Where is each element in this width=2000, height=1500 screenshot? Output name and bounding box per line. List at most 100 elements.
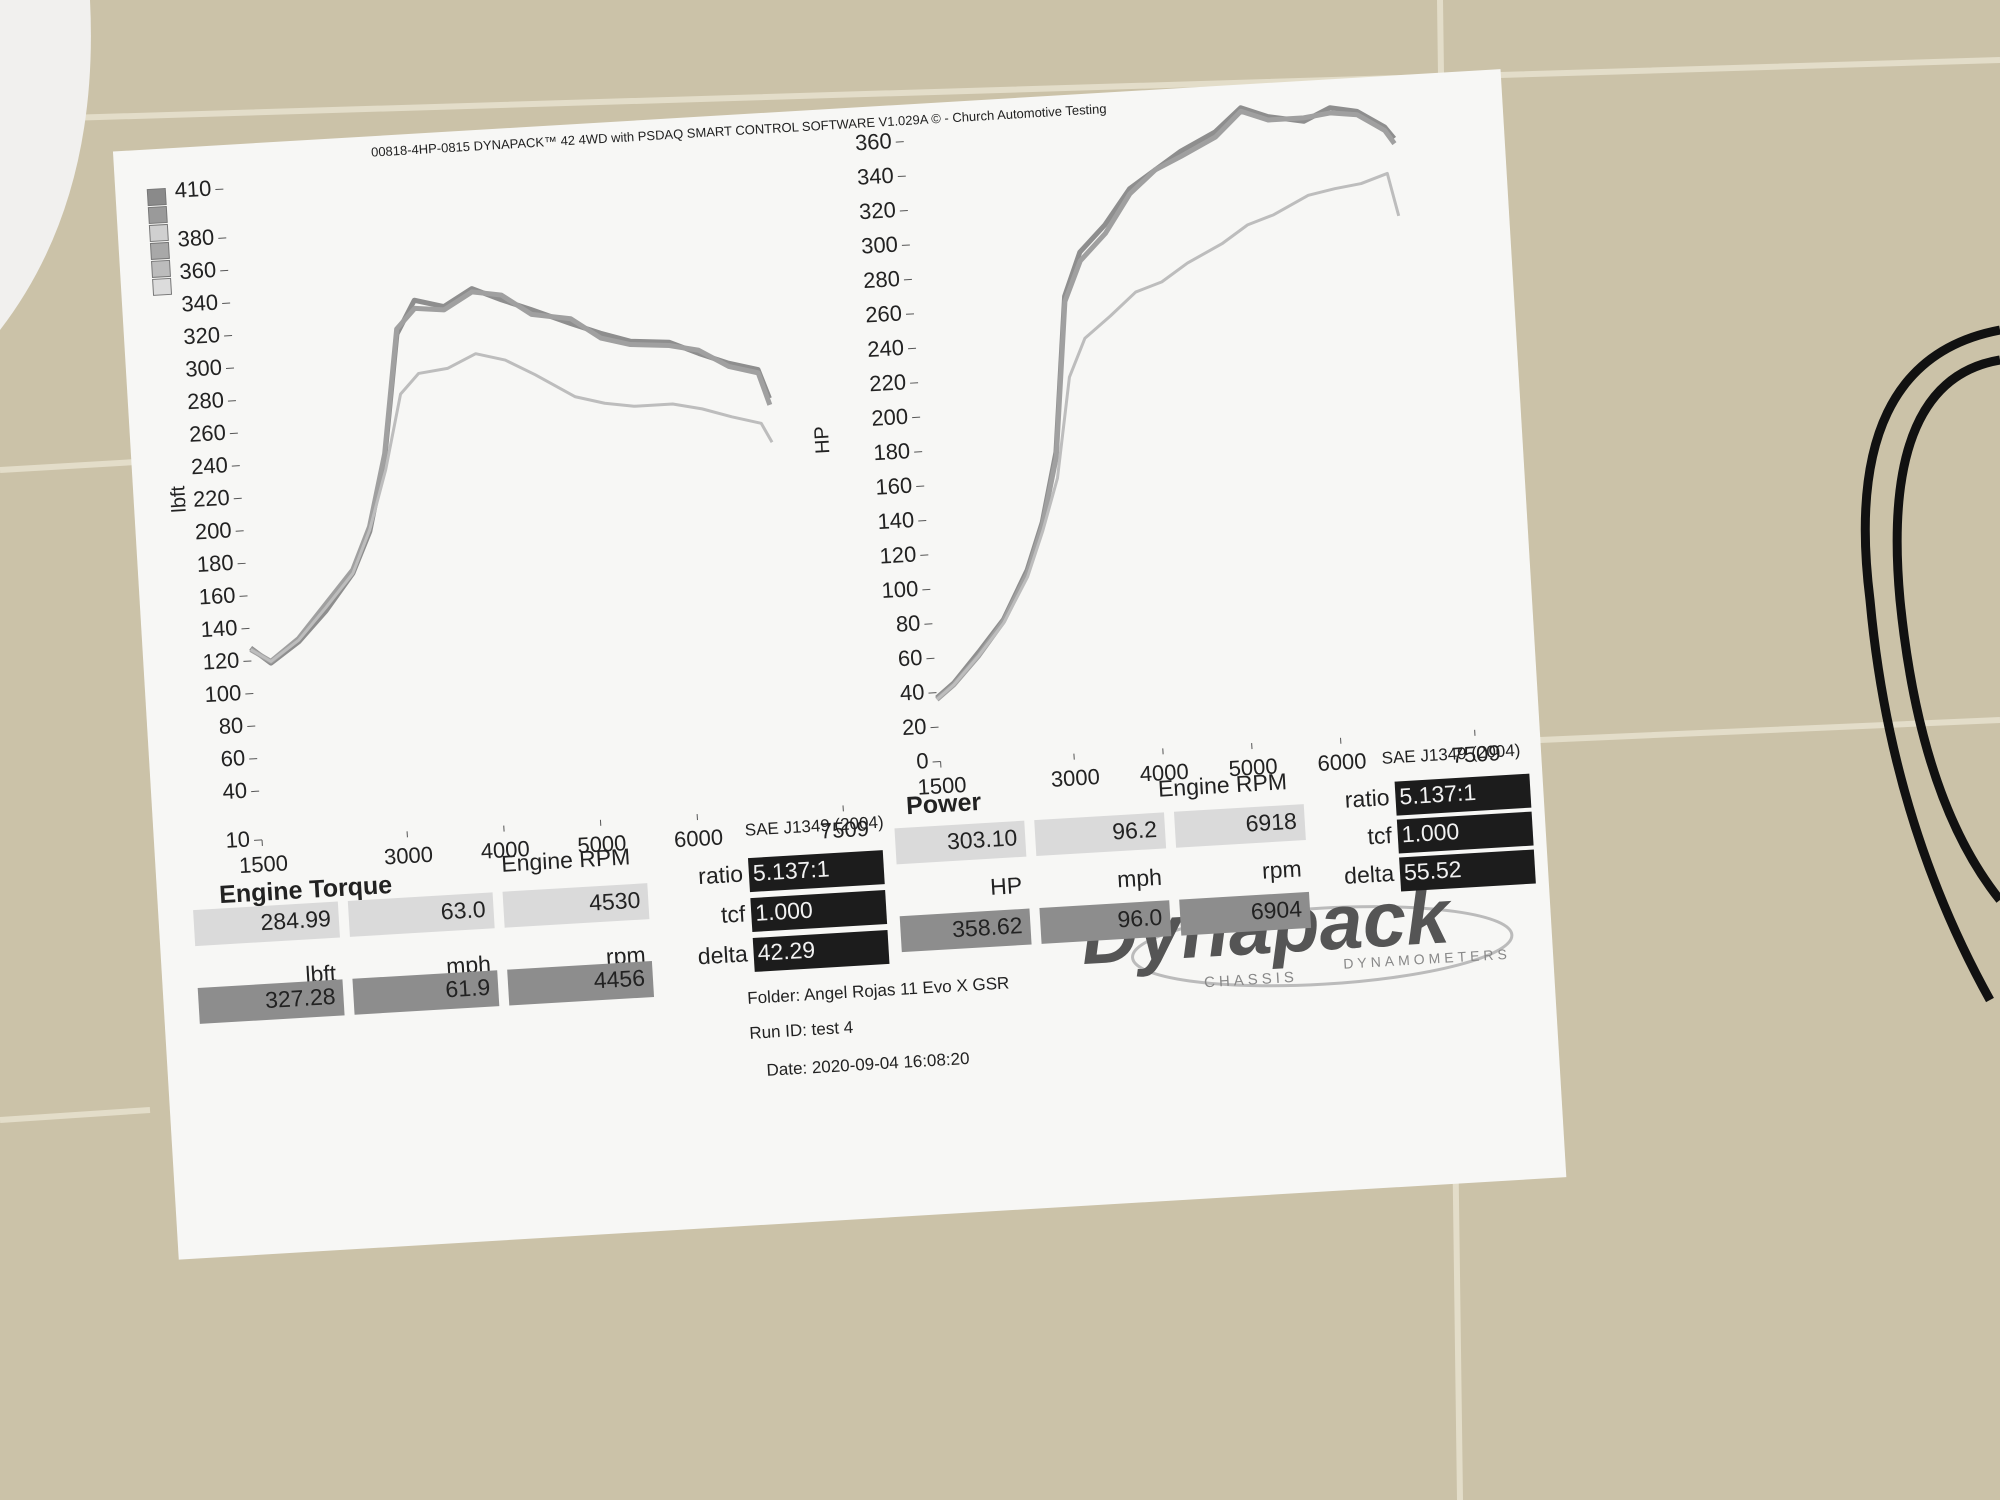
y-tick-label: 180: [873, 438, 911, 465]
setting-box: [752, 929, 890, 972]
y-tick-label: 100: [204, 680, 242, 707]
swatch: [147, 205, 168, 225]
swatch: [146, 187, 167, 207]
setting-value: 42.29: [757, 936, 816, 965]
y-tick-label: 40: [899, 679, 925, 705]
readout-value: 6904: [1250, 895, 1303, 924]
y-tick-label: 140: [200, 615, 238, 642]
swatch: [152, 277, 173, 296]
setting-box: [1396, 811, 1534, 854]
y-tick-label: 120: [202, 647, 240, 674]
x-tick-label: 7509: [819, 816, 869, 844]
setting-value: 5.137:1: [1399, 779, 1477, 810]
x-tick-label: 5000: [1228, 753, 1278, 781]
white-object: [0, 0, 91, 330]
setting-value: 55.52: [1403, 856, 1462, 885]
x-tick-label: 6000: [673, 824, 723, 852]
paper-sheet: [112, 69, 1567, 1260]
readout-box: [193, 901, 340, 947]
y-tick-label: 160: [875, 473, 913, 500]
y-tick-label: 280: [186, 387, 224, 414]
readout-box: [347, 892, 495, 937]
readout-box: [1173, 804, 1306, 848]
setting-box: [1394, 773, 1532, 816]
readout-box: [502, 883, 650, 928]
y-tick-label: 120: [879, 541, 917, 568]
readout-value: 284.99: [260, 905, 332, 935]
setting-value: 1.000: [1401, 818, 1460, 847]
swatch: [151, 259, 171, 278]
setting-box: [747, 850, 885, 893]
y-tick-label: 200: [871, 404, 909, 431]
y-tick-label: 10: [225, 826, 251, 852]
readout-box: [1179, 891, 1312, 936]
unit: HP: [989, 872, 1022, 900]
readout-value: 96.0: [1117, 904, 1163, 933]
setting-box: [1399, 849, 1536, 892]
x-tick-label: 4000: [1139, 759, 1189, 787]
legend-swatches: [146, 187, 173, 296]
readout-value: 303.10: [946, 824, 1018, 854]
series-line: [249, 289, 773, 664]
y-tick-label: 220: [869, 369, 907, 396]
readout-box: [899, 908, 1032, 953]
y-tick-label: 300: [185, 355, 223, 382]
y-tick-label: 100: [881, 576, 919, 603]
y-tick-label: 220: [192, 485, 230, 512]
y-tick-label: 180: [196, 550, 234, 577]
y-tick-label: 410: [174, 176, 212, 203]
readout-box: [1039, 900, 1172, 944]
unit: mph: [1116, 864, 1162, 893]
x-tick-label: 5000: [577, 830, 627, 858]
readout-value: 358.62: [951, 912, 1023, 942]
y-tick-label: 320: [183, 322, 221, 349]
y-tick-label: 160: [198, 582, 236, 609]
readout-value: 4456: [593, 965, 646, 994]
setting-value: 1.000: [754, 896, 813, 925]
y-tick-label: 240: [190, 452, 228, 479]
x-tick-label: 1500: [238, 850, 288, 878]
readout-box: [1034, 812, 1167, 857]
x-tick-label: 6000: [1317, 748, 1367, 776]
paper: 00818-4HP-0815 DYNAPACK™ 42 4WD with PSD…: [112, 69, 1567, 1260]
y-tick-label: 60: [220, 745, 246, 771]
setting-label: tcf: [1367, 822, 1393, 849]
y-tick-label: 200: [194, 517, 232, 544]
x-tick-label: 7509: [1451, 740, 1501, 768]
readout-value: 4530: [588, 887, 641, 916]
setting-label: ratio: [1344, 784, 1390, 813]
readout-value: 327.28: [264, 983, 336, 1013]
readout-value: 63.0: [440, 896, 486, 925]
y-tick-label: 380: [177, 224, 215, 251]
readout-box: [894, 820, 1027, 865]
readout-value: 61.9: [445, 974, 491, 1003]
y-axis-label: lbft: [167, 485, 191, 513]
setting-box: [750, 890, 888, 933]
unit: rpm: [1261, 855, 1302, 883]
readout-value: 6918: [1245, 808, 1298, 837]
y-tick-label: 240: [867, 335, 905, 362]
series-line: [249, 352, 774, 663]
y-tick-label: 0: [916, 748, 930, 774]
readout-box: [197, 979, 345, 1024]
y-tick-label: 260: [188, 420, 226, 447]
setting-label: tcf: [720, 900, 746, 927]
y-tick-label: 20: [901, 714, 927, 740]
y-tick-label: 140: [877, 507, 915, 534]
y-tick-label: 360: [854, 128, 892, 155]
y-tick-label: 40: [222, 778, 248, 804]
y-tick-label: 300: [860, 232, 898, 259]
swatch: [149, 241, 170, 260]
y-tick-label: 280: [862, 266, 900, 293]
y-tick-label: 80: [895, 610, 921, 636]
setting-label: delta: [1343, 860, 1395, 889]
readout-value: 96.2: [1111, 816, 1157, 845]
logo-left: CHASSIS: [1204, 969, 1299, 992]
swatch: [148, 223, 169, 243]
y-tick-label: 360: [179, 257, 217, 284]
y-tick-label: 80: [218, 713, 244, 739]
y-axis-label: HP: [811, 425, 835, 454]
readout-box: [352, 970, 500, 1015]
logo-swoosh: [1131, 905, 1514, 988]
